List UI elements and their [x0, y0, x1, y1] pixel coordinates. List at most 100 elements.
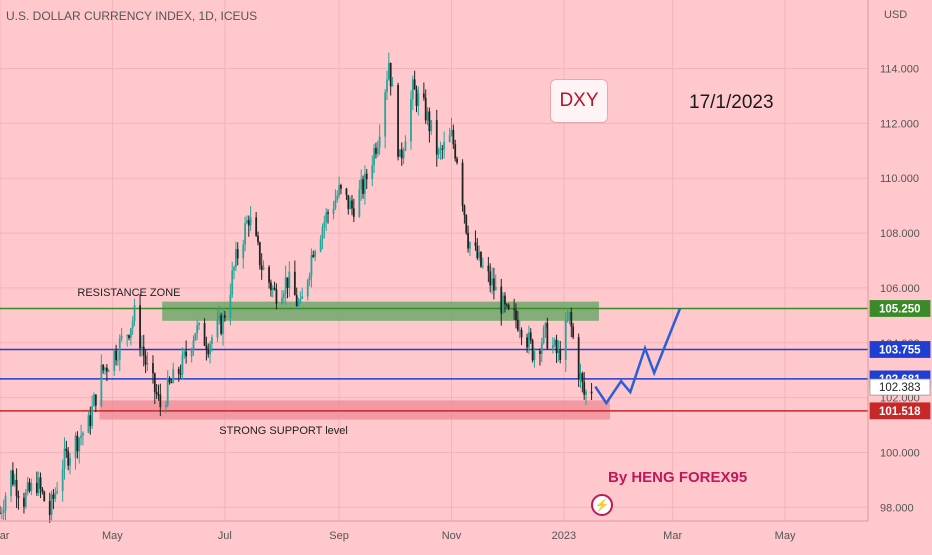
candle-body [585, 391, 587, 395]
level-badge-text: 103.755 [879, 344, 921, 356]
candle-body [222, 315, 224, 334]
candle-body [190, 349, 193, 357]
candle-body [35, 482, 38, 493]
candle-body [26, 482, 29, 493]
candle-body [185, 351, 188, 357]
candle-body [557, 349, 560, 354]
candle-body [126, 335, 129, 337]
candle-body [179, 373, 182, 375]
candle-body [295, 295, 298, 306]
candle-body [397, 85, 399, 157]
candle-body [152, 363, 154, 374]
candle-body [306, 280, 309, 297]
candle-body [539, 351, 541, 354]
candle-body [28, 482, 31, 491]
candle-body [268, 267, 270, 283]
candle-body [422, 93, 425, 98]
x-tick-label: May [102, 530, 123, 542]
candle-body [23, 497, 25, 507]
candle-body [507, 305, 510, 309]
candle-body [183, 351, 186, 355]
candle-body [4, 495, 7, 511]
y-tick-label: 114.000 [880, 64, 919, 76]
candle-body [399, 149, 401, 157]
candle-body [48, 501, 51, 515]
candle-body [117, 359, 119, 361]
candle-body [153, 373, 156, 393]
candle-body [386, 79, 388, 93]
candle-body [286, 277, 289, 288]
candle-body [41, 488, 44, 492]
candle-body [526, 337, 528, 348]
candle-body [301, 296, 304, 299]
candle-body [244, 223, 247, 245]
candle-body [417, 93, 420, 106]
candle-body [249, 217, 252, 226]
candle-body [198, 323, 200, 326]
candle-body [544, 322, 547, 328]
candle-body [234, 249, 237, 268]
candle-body [426, 111, 429, 121]
candle-body [262, 267, 265, 270]
date-annotation: 17/1/2023 [689, 92, 774, 113]
candle-body [529, 332, 532, 341]
dxy-label-box: DXY [550, 79, 608, 123]
candle-body [555, 339, 558, 354]
candle-body [443, 141, 446, 150]
candle-body [12, 470, 14, 485]
candle-body [424, 97, 427, 121]
candle-body [209, 343, 211, 355]
candle-body [146, 363, 149, 365]
tradingview-logo-icon[interactable]: ⚡ [591, 494, 613, 516]
candle-body [413, 79, 416, 90]
candle-body [450, 130, 453, 136]
candle-body [236, 249, 239, 259]
resistance_zone-rect [162, 301, 599, 321]
candle-body [297, 302, 300, 306]
candle-body [564, 320, 567, 360]
chart-title: U.S. DOLLAR CURRENCY INDEX, 1D, ICEUS [6, 9, 258, 23]
candle-body [515, 309, 517, 320]
candle-body [63, 448, 66, 470]
candle-body [389, 62, 392, 87]
candle-body [546, 322, 549, 349]
candle-body [542, 327, 545, 343]
candle-body [332, 208, 335, 214]
candle-body [310, 254, 313, 276]
level-badge-resistance [869, 300, 931, 317]
candle-body [494, 286, 497, 291]
candle-body [415, 89, 418, 106]
candle-body [502, 295, 505, 314]
candle-body [242, 244, 245, 259]
candle-body [30, 482, 33, 491]
candle-body [157, 394, 160, 396]
candle-body [133, 305, 136, 321]
candle-body [255, 217, 258, 236]
candle-body [231, 270, 234, 295]
candle-body [461, 162, 464, 206]
candle-body [52, 494, 55, 499]
candle-body [229, 294, 232, 318]
candle-body [87, 415, 90, 433]
candle-body [299, 298, 302, 303]
candle-body [540, 342, 543, 354]
candle-body [233, 267, 235, 271]
candle-body [0, 512, 1, 514]
candle-body [89, 415, 92, 427]
candle-body [220, 315, 223, 334]
candle-body [54, 492, 57, 499]
candle-body [376, 147, 379, 154]
candle-body [205, 345, 208, 351]
candle-body [142, 346, 145, 356]
candle-body [24, 492, 27, 507]
candle-body [572, 326, 575, 338]
candle-body [430, 120, 433, 132]
x-tick-label: Sep [329, 530, 349, 542]
candle-body [172, 369, 175, 383]
candle-body [43, 491, 46, 502]
candle-body [360, 179, 363, 190]
candle-body [551, 345, 554, 349]
candle-body [282, 293, 285, 298]
